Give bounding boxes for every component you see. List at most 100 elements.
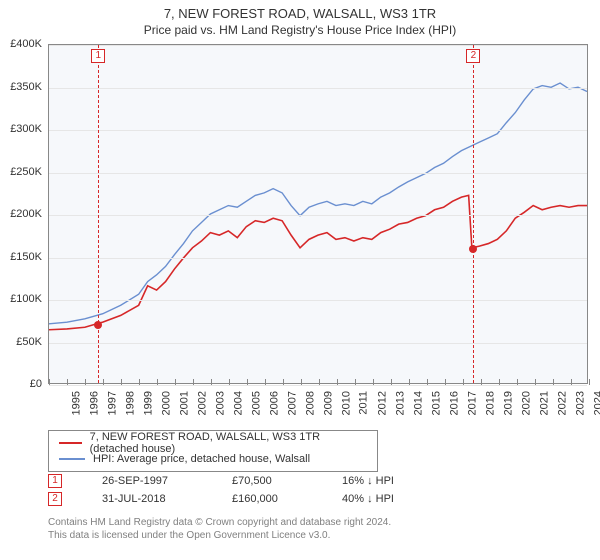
x-axis-label: 1995 [70,391,82,415]
x-tick [157,379,158,385]
x-axis-label: 2023 [574,391,586,415]
x-tick [139,379,140,385]
x-tick [49,379,50,385]
x-tick [427,379,428,385]
x-tick [571,379,572,385]
x-axis-label: 2003 [214,391,226,415]
x-tick [121,379,122,385]
y-axis-label: £250K [0,166,42,178]
x-tick [103,379,104,385]
event-vline [98,45,99,383]
legend-label: 7, NEW FOREST ROAD, WALSALL, WS3 1TR (de… [90,431,367,455]
event-row: 231-JUL-2018£160,00040% ↓ HPI [48,490,394,508]
x-tick [67,379,68,385]
x-tick [319,379,320,385]
y-axis-label: £300K [0,123,42,135]
event-hpi-delta: 40% ↓ HPI [342,493,394,505]
x-axis-label: 2021 [538,391,550,415]
y-gridline [49,258,587,259]
x-axis-label: 2024 [592,391,600,415]
sale-point [94,321,102,329]
y-axis-label: £200K [0,208,42,220]
x-axis-label: 2013 [394,391,406,415]
y-gridline [49,45,587,46]
x-axis-label: 1998 [124,391,136,415]
x-axis-label: 2000 [160,391,172,415]
event-date: 31-JUL-2018 [102,493,192,505]
y-axis-label: £50K [0,336,42,348]
x-axis-label: 2008 [304,391,316,415]
event-marker: 1 [91,49,105,63]
x-axis-label: 1999 [142,391,154,415]
x-axis-label: 1996 [88,391,100,415]
x-tick [373,379,374,385]
y-axis-label: £100K [0,293,42,305]
x-axis-label: 2009 [322,391,334,415]
x-tick [553,379,554,385]
event-badge: 2 [48,492,62,506]
x-axis-label: 2010 [340,391,352,415]
x-tick [355,379,356,385]
x-tick [445,379,446,385]
y-gridline [49,130,587,131]
x-tick [193,379,194,385]
x-axis-label: 2006 [268,391,280,415]
y-gridline [49,215,587,216]
chart-subtitle: Price paid vs. HM Land Registry's House … [0,23,600,37]
x-axis-label: 2014 [412,391,424,415]
x-tick [481,379,482,385]
legend-swatch [59,458,85,460]
sale-point [469,245,477,253]
series-hpi [49,83,587,324]
x-tick [229,379,230,385]
x-tick [391,379,392,385]
legend-row: 7, NEW FOREST ROAD, WALSALL, WS3 1TR (de… [59,435,367,451]
x-tick [463,379,464,385]
event-date: 26-SEP-1997 [102,475,192,487]
x-axis-label: 2020 [520,391,532,415]
x-axis-label: 2001 [178,391,190,415]
x-axis-label: 2005 [250,391,262,415]
y-gridline [49,88,587,89]
y-gridline [49,385,587,386]
chart-container: { "title": "7, NEW FOREST ROAD, WALSALL,… [0,0,600,560]
x-axis-label: 2007 [286,391,298,415]
footnote-line2: This data is licensed under the Open Gov… [48,529,391,542]
x-axis-label: 1997 [106,391,118,415]
x-tick [283,379,284,385]
footnote-line1: Contains HM Land Registry data © Crown c… [48,516,391,529]
x-axis-label: 2004 [232,391,244,415]
x-axis-label: 2011 [358,391,370,415]
x-tick [175,379,176,385]
x-axis-label: 2018 [484,391,496,415]
x-axis-label: 2015 [430,391,442,415]
x-axis-label: 2017 [466,391,478,415]
event-row: 1 26-SEP-1997 £70,500 16% ↓ HPI [48,472,394,490]
y-axis-label: £350K [0,81,42,93]
x-tick [409,379,410,385]
x-tick [247,379,248,385]
event-badge: 1 [48,474,62,488]
x-axis-label: 2019 [502,391,514,415]
y-axis-label: £150K [0,251,42,263]
y-gridline [49,173,587,174]
x-axis-label: 2002 [196,391,208,415]
y-axis-label: £400K [0,38,42,50]
y-gridline [49,343,587,344]
event-table: 1 26-SEP-1997 £70,500 16% ↓ HPI 2 31-JUL-2018… [48,472,394,508]
footnote: Contains HM Land Registry data © Crown c… [48,516,391,542]
event-price: £70,500 [232,475,302,487]
y-axis-label: £0 [0,378,42,390]
x-tick [337,379,338,385]
x-tick [301,379,302,385]
x-tick [265,379,266,385]
x-tick [211,379,212,385]
x-tick [517,379,518,385]
legend-label: HPI: Average price, detached house, Wals… [93,453,310,465]
legend: 7, NEW FOREST ROAD, WALSALL, WS3 1TR (de… [48,430,378,472]
plot-area: 12 [48,44,588,384]
legend-swatch [59,442,82,444]
x-tick [535,379,536,385]
event-hpi-delta: 16% ↓ HPI [342,475,394,487]
event-vline [473,45,474,383]
